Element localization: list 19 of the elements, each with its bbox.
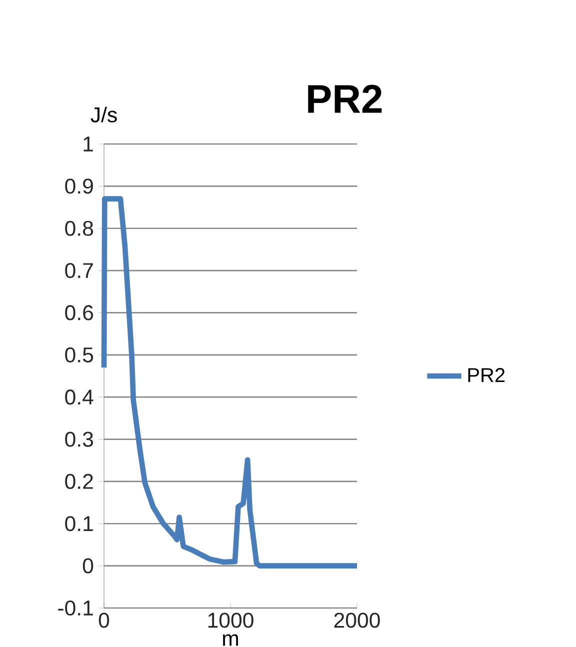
legend-label: PR2	[468, 368, 505, 382]
y-axis-title: J/s	[90, 106, 117, 122]
y-tick-label: 0.2	[65, 474, 93, 490]
chart-title: PR2	[308, 84, 382, 113]
y-tick-label: -0.1	[58, 600, 93, 616]
x-tick-label: 0	[98, 612, 110, 628]
y-tick-label: 0.4	[65, 390, 94, 405]
y-tick-label: 1	[84, 136, 93, 152]
y-tick-label: 0.5	[65, 347, 94, 362]
x-tick-label: 2000	[334, 612, 380, 628]
y-tick-label: 0.3	[65, 432, 94, 447]
y-tick-label: 0	[82, 558, 94, 574]
y-tick-label: 0.9	[65, 178, 93, 194]
y-tick-label: 0.1	[65, 516, 93, 532]
x-tick-label: 1000	[208, 612, 254, 628]
y-tick-label: 0.8	[65, 220, 94, 236]
y-tick-label: 0.6	[65, 305, 94, 320]
x-axis-title: m	[223, 634, 238, 646]
y-tick-label: 0.7	[65, 263, 93, 278]
